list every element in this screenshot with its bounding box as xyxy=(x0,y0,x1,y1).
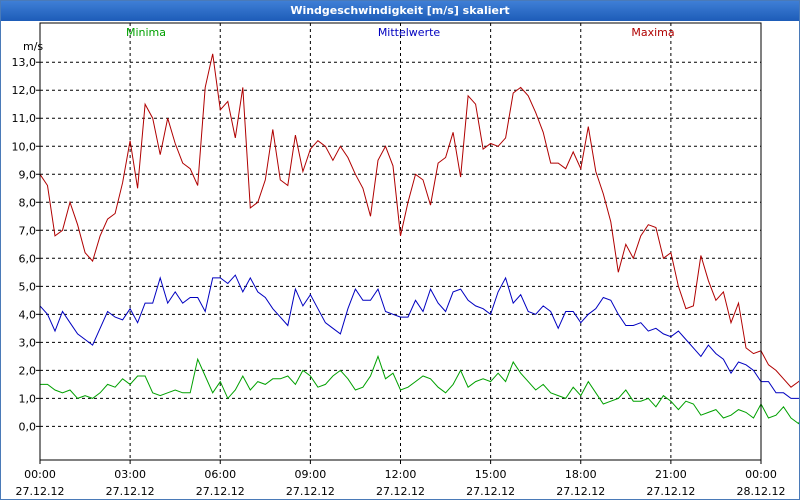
minima-line xyxy=(40,354,799,425)
chart-title: Windgeschwindigkeit [m/s] skaliert xyxy=(1,1,799,21)
y-tick-label: 1,0 xyxy=(19,392,37,405)
x-tick-date: 27.12.12 xyxy=(196,485,245,498)
axes: 0,0 1,0 2,0 3,0 4,0 5,0 6,0 7,0 8,0 9,0 10,0 11,0 12… xyxy=(12,22,786,498)
y-tick-label: 9,0 xyxy=(19,168,37,181)
x-tick-time: 09:00 xyxy=(295,468,327,481)
plot-border xyxy=(39,22,762,461)
x-tick-date: 28.12.12 xyxy=(737,485,786,498)
legend-minima: Minima xyxy=(126,26,166,39)
y-tick-label: 6,0 xyxy=(19,252,37,265)
x-tick-time: 18:00 xyxy=(565,468,597,481)
x-tick-time: 06:00 xyxy=(204,468,236,481)
x-tick-date: 27.12.12 xyxy=(556,485,605,498)
y-tick-label: 8,0 xyxy=(19,196,37,209)
maxima-line xyxy=(39,53,799,388)
x-tick-time: 15:00 xyxy=(475,468,507,481)
y-tick-label: 2,0 xyxy=(19,364,37,377)
x-tick-time: 00:00 xyxy=(745,468,777,481)
x-tick-date: 27.12.12 xyxy=(376,485,425,498)
x-tick-time: 12:00 xyxy=(385,468,417,481)
y-tick-label: 12,0 xyxy=(12,84,37,97)
grid-lines xyxy=(40,23,761,460)
y-tick-label: 13,0 xyxy=(12,56,37,69)
legend-mittelwerte: Mittelwerte xyxy=(378,26,441,39)
x-tick-date: 27.12.12 xyxy=(466,485,515,498)
series-layer xyxy=(39,53,799,425)
y-tick-label: 5,0 xyxy=(19,280,37,293)
y-tick-label: 3,0 xyxy=(19,336,37,349)
y-tick-label: 10,0 xyxy=(12,140,37,153)
y-tick-label: 4,0 xyxy=(19,308,37,321)
y-tick-label: 0,0 xyxy=(19,420,37,433)
x-tick-time: 00:00 xyxy=(24,468,56,481)
mittelwerte-line xyxy=(39,274,799,399)
legend-maxima: Maxima xyxy=(631,26,674,39)
y-axis-label: m/s xyxy=(23,40,43,53)
x-tick-date: 27.12.12 xyxy=(286,485,335,498)
x-tick-date: 27.12.12 xyxy=(16,485,65,498)
x-tick-date: 27.12.12 xyxy=(646,485,695,498)
y-tick-label: 7,0 xyxy=(19,224,37,237)
x-tick-time: 03:00 xyxy=(114,468,146,481)
x-tick-time: 21:00 xyxy=(655,468,687,481)
y-tick-label: 11,0 xyxy=(12,112,37,125)
x-tick-date: 27.12.12 xyxy=(106,485,155,498)
